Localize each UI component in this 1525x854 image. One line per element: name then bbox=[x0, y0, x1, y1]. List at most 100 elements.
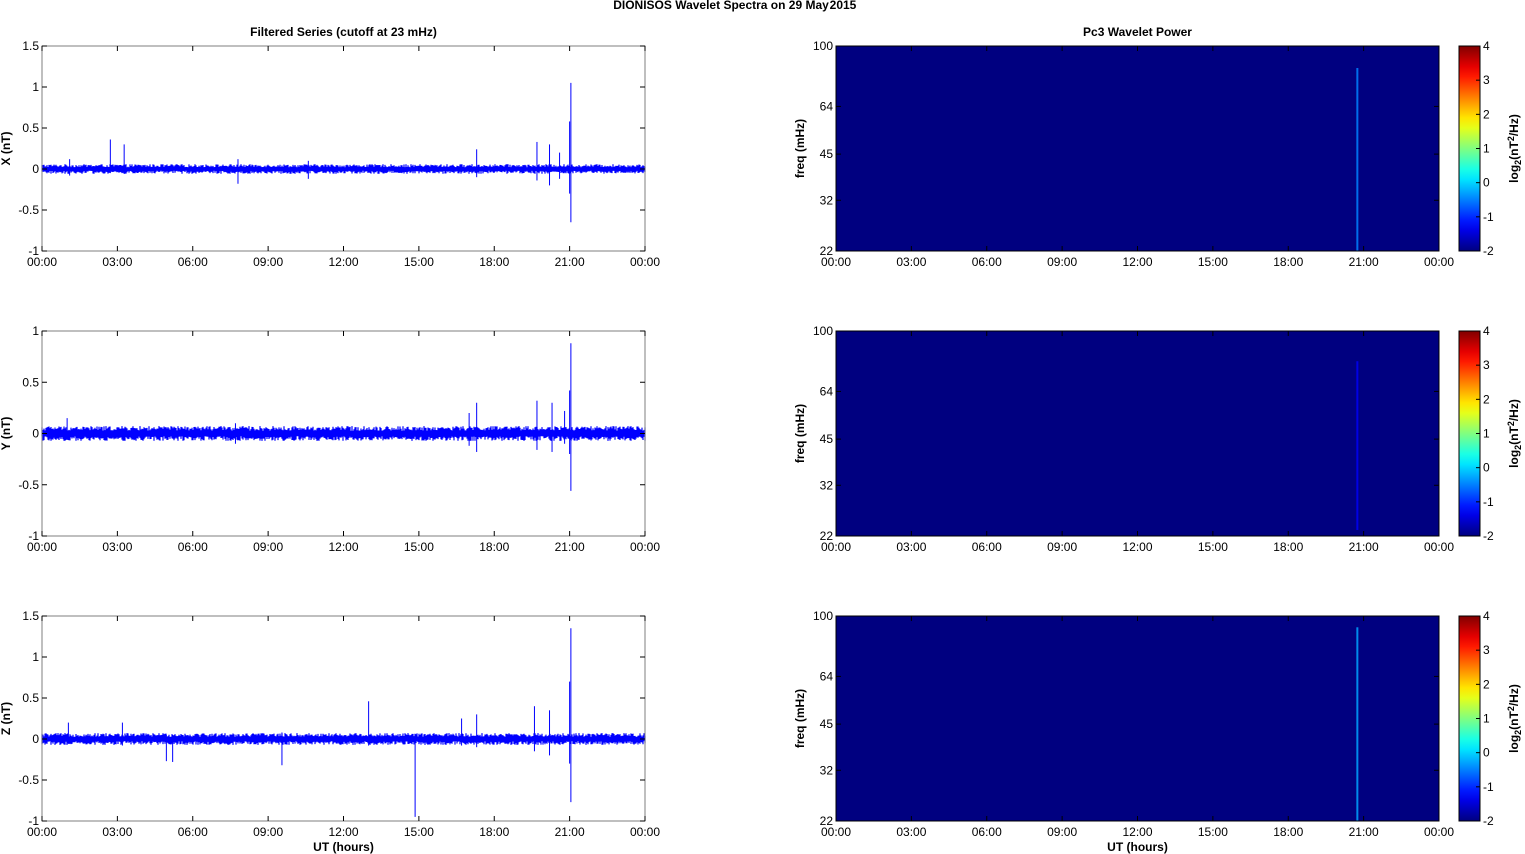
wavelet-z-colorbar-tick-label: 2 bbox=[1483, 677, 1490, 691]
series-z-xtick-label: 12:00 bbox=[328, 825, 358, 839]
series-y-ytick-label: 0.5 bbox=[22, 375, 39, 389]
wavelet-y-ytick-label: 22 bbox=[820, 529, 834, 543]
figure-title-main: DIONISOS Wavelet Spectra on 29 May bbox=[613, 0, 829, 12]
wavelet-x-xtick-label: 00:00 bbox=[1424, 255, 1454, 269]
wavelet-z-ytick-label: 100 bbox=[813, 609, 833, 623]
wavelet-y-xtick-label: 15:00 bbox=[1198, 540, 1228, 554]
series-y-ylabel: Y (nT) bbox=[0, 417, 13, 451]
colorbar-label-part: (nT bbox=[1507, 426, 1521, 445]
wavelet-z-colorbar-label: log2(nT2/Hz) bbox=[1506, 684, 1522, 753]
wavelet-y-ylabel: freq (mHz) bbox=[793, 404, 807, 463]
wavelet-x-colorbar-tick-label: 2 bbox=[1483, 107, 1490, 121]
wavelet-z-xtick-label: 06:00 bbox=[972, 825, 1002, 839]
wavelet-y-colorbar-tick-label: 0 bbox=[1483, 461, 1490, 475]
wavelet-y-ytick-label: 100 bbox=[813, 324, 833, 338]
series-x-ytick-label: -1 bbox=[28, 244, 39, 258]
series-x-ytick-label: 0.5 bbox=[22, 121, 39, 135]
wavelet-y-xtick-label: 00:00 bbox=[821, 540, 851, 554]
wavelet-y-xtick-label: 18:00 bbox=[1273, 540, 1303, 554]
wavelet-z-ytick-label: 32 bbox=[820, 763, 834, 777]
colorbar-label-part: 2 bbox=[1513, 160, 1523, 165]
series-z-xtick-label: 09:00 bbox=[253, 825, 283, 839]
wavelet-x-colorbar bbox=[1459, 46, 1480, 251]
wavelet-x-colorbar-tick-label: 4 bbox=[1483, 39, 1490, 53]
colorbar-label-part: 2 bbox=[1506, 706, 1516, 711]
wavelet-x-xtick-label: 06:00 bbox=[972, 255, 1002, 269]
wavelet-z-ytick-label: 22 bbox=[820, 814, 834, 828]
wavelet-x-xtick-label: 09:00 bbox=[1047, 255, 1077, 269]
series-panel-x: -1 -0.5 0 0.5 1 1.5 00:00 03:00 06:00 09:00 12:00 1… bbox=[0, 25, 660, 269]
series-z-plot-area bbox=[42, 616, 645, 821]
colorbar-label-part: 2 bbox=[1513, 445, 1523, 450]
wavelet-x-ytick-label: 22 bbox=[820, 244, 834, 258]
series-x-xtick-label: 12:00 bbox=[328, 255, 358, 269]
wavelet-y-power-feature bbox=[1356, 361, 1359, 530]
wavelet-z-ytick-label: 45 bbox=[820, 717, 834, 731]
series-z-ytick-label: 0 bbox=[32, 732, 39, 746]
wavelet-y-colorbar-tick-label: 2 bbox=[1483, 392, 1490, 406]
wavelet-y-xtick-label: 03:00 bbox=[896, 540, 926, 554]
series-z-xtick-label: 00:00 bbox=[27, 825, 57, 839]
colorbar-label-part: /Hz) bbox=[1507, 114, 1521, 136]
wavelet-z-xtick-label: 21:00 bbox=[1349, 825, 1379, 839]
series-y-ytick-label: -0.5 bbox=[18, 478, 39, 492]
wavelet-z-xlabel: UT (hours) bbox=[1107, 840, 1168, 854]
series-y-xtick-label: 03:00 bbox=[102, 540, 132, 554]
series-z-xtick-label: 00:00 bbox=[630, 825, 660, 839]
wavelet-z-ytick-label: 64 bbox=[820, 669, 834, 683]
wavelet-y-colorbar bbox=[1459, 331, 1480, 536]
wavelet-z-power-feature bbox=[1356, 627, 1359, 821]
wavelet-x-xtick-label: 15:00 bbox=[1198, 255, 1228, 269]
wavelet-x-ytick-label: 32 bbox=[820, 193, 834, 207]
series-x-xtick-label: 00:00 bbox=[27, 255, 57, 269]
wavelet-x-xtick-label: 00:00 bbox=[821, 255, 851, 269]
wavelet-y-xtick-label: 21:00 bbox=[1349, 540, 1379, 554]
series-x-plot-area bbox=[42, 46, 645, 251]
series-x-ytick-label: 1 bbox=[32, 80, 39, 94]
wavelet-x-ytick-label: 100 bbox=[813, 39, 833, 53]
series-x-xtick-label: 21:00 bbox=[555, 255, 585, 269]
colorbar-label-part: (nT bbox=[1507, 711, 1521, 730]
wavelet-y-colorbar-tick-label: -1 bbox=[1483, 495, 1494, 509]
colorbar-label-part: 2 bbox=[1506, 136, 1516, 141]
series-y-xtick-label: 12:00 bbox=[328, 540, 358, 554]
wavelet-x-colorbar-tick-label: 1 bbox=[1483, 142, 1490, 156]
wavelet-z-colorbar-tick-label: 4 bbox=[1483, 609, 1490, 623]
series-z-xtick-label: 18:00 bbox=[479, 825, 509, 839]
wavelet-z-xtick-label: 18:00 bbox=[1273, 825, 1303, 839]
wavelet-x-ytick-label: 45 bbox=[820, 147, 834, 161]
series-y-xtick-label: 21:00 bbox=[555, 540, 585, 554]
series-x-xtick-label: 18:00 bbox=[479, 255, 509, 269]
wavelet-z-xtick-label: 00:00 bbox=[1424, 825, 1454, 839]
series-z-xtick-label: 15:00 bbox=[404, 825, 434, 839]
wavelet-y-power-field bbox=[836, 331, 1439, 536]
wavelet-x-ylabel: freq (mHz) bbox=[793, 119, 807, 178]
panels: -1 -0.5 0 0.5 1 1.5 00:00 03:00 06:00 09:00 12:00 1… bbox=[0, 25, 1523, 854]
series-x-title: Filtered Series (cutoff at 23 mHz) bbox=[250, 25, 437, 39]
wavelet-z-xtick-label: 12:00 bbox=[1122, 825, 1152, 839]
wavelet-z-colorbar-tick-label: 3 bbox=[1483, 643, 1490, 657]
series-y-xtick-label: 15:00 bbox=[404, 540, 434, 554]
wavelet-y-xtick-label: 00:00 bbox=[1424, 540, 1454, 554]
series-panel-z: -1 -0.5 0 0.5 1 1.5 00:00 03:00 06:00 09:00 12:00 1… bbox=[0, 609, 660, 854]
wavelet-x-ytick-label: 64 bbox=[820, 99, 834, 113]
series-x-xtick-label: 06:00 bbox=[178, 255, 208, 269]
wavelet-y-xtick-label: 12:00 bbox=[1122, 540, 1152, 554]
series-y-xtick-label: 06:00 bbox=[178, 540, 208, 554]
wavelet-z-colorbar-tick-label: 0 bbox=[1483, 746, 1490, 760]
wavelet-x-colorbar-label: log2(nT2/Hz) bbox=[1506, 114, 1522, 183]
series-z-xtick-label: 21:00 bbox=[555, 825, 585, 839]
series-x-ytick-label: 0 bbox=[32, 162, 39, 176]
figure-title-year: 2015 bbox=[830, 0, 857, 12]
series-y-xtick-label: 00:00 bbox=[27, 540, 57, 554]
series-z-xtick-label: 06:00 bbox=[178, 825, 208, 839]
series-x-xtick-label: 03:00 bbox=[102, 255, 132, 269]
wavelet-z-colorbar-tick-label: -1 bbox=[1483, 780, 1494, 794]
series-y-xtick-label: 18:00 bbox=[479, 540, 509, 554]
wavelet-z-ylabel: freq (mHz) bbox=[793, 689, 807, 748]
wavelet-x-colorbar-tick-label: 0 bbox=[1483, 176, 1490, 190]
series-z-xtick-label: 03:00 bbox=[102, 825, 132, 839]
series-y-xtick-label: 00:00 bbox=[630, 540, 660, 554]
